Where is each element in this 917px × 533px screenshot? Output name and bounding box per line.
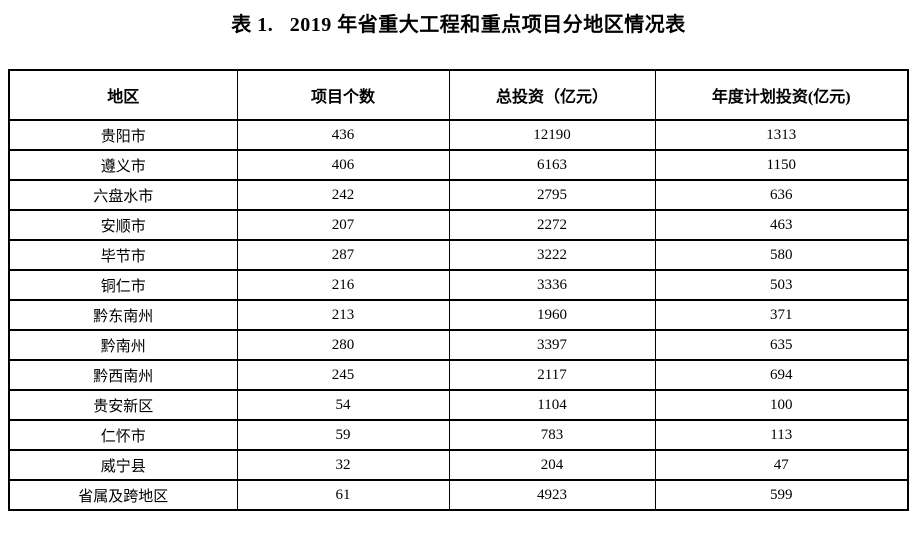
annual-investment-cell: 463: [654, 209, 909, 241]
table-row: 贵阳市 436 12190 1313: [8, 119, 909, 151]
region-cell: 黔东南州: [8, 299, 238, 331]
region-cell: 安顺市: [8, 209, 238, 241]
count-cell: 245: [236, 359, 450, 391]
table-row: 遵义市 406 6163 1150: [8, 149, 909, 181]
annual-investment-cell: 599: [654, 479, 909, 511]
table-row: 威宁县 32 204 47: [8, 449, 909, 481]
region-cell: 黔南州: [8, 329, 238, 361]
annual-investment-cell: 100: [654, 389, 909, 421]
header-region: 地区: [8, 69, 238, 121]
table-row: 贵安新区 54 1104 100: [8, 389, 909, 421]
count-cell: 287: [236, 239, 450, 271]
region-cell: 省属及跨地区: [8, 479, 238, 511]
header-annual-investment: 年度计划投资(亿元): [654, 69, 909, 121]
table-row: 铜仁市 216 3336 503: [8, 269, 909, 301]
annual-investment-cell: 371: [654, 299, 909, 331]
count-cell: 436: [236, 119, 450, 151]
table-row: 仁怀市 59 783 113: [8, 419, 909, 451]
region-cell: 贵安新区: [8, 389, 238, 421]
region-projects-table: 地区 项目个数 总投资（亿元） 年度计划投资(亿元) 贵阳市 436 12190…: [8, 69, 909, 511]
count-cell: 59: [236, 419, 450, 451]
region-cell: 威宁县: [8, 449, 238, 481]
count-cell: 280: [236, 329, 450, 361]
total-investment-cell: 1104: [448, 389, 656, 421]
region-cell: 贵阳市: [8, 119, 238, 151]
annual-investment-cell: 113: [654, 419, 909, 451]
total-investment-cell: 3397: [448, 329, 656, 361]
total-investment-cell: 3336: [448, 269, 656, 301]
region-cell: 遵义市: [8, 149, 238, 181]
table-row: 黔南州 280 3397 635: [8, 329, 909, 361]
count-cell: 207: [236, 209, 450, 241]
total-investment-cell: 6163: [448, 149, 656, 181]
count-cell: 54: [236, 389, 450, 421]
count-cell: 216: [236, 269, 450, 301]
annual-investment-cell: 1150: [654, 149, 909, 181]
region-cell: 六盘水市: [8, 179, 238, 211]
count-cell: 213: [236, 299, 450, 331]
annual-investment-cell: 635: [654, 329, 909, 361]
count-cell: 32: [236, 449, 450, 481]
table-row: 黔东南州 213 1960 371: [8, 299, 909, 331]
table-row: 黔西南州 245 2117 694: [8, 359, 909, 391]
count-cell: 61: [236, 479, 450, 511]
region-cell: 毕节市: [8, 239, 238, 271]
region-cell: 黔西南州: [8, 359, 238, 391]
total-investment-cell: 12190: [448, 119, 656, 151]
table-row: 省属及跨地区 61 4923 599: [8, 479, 909, 511]
page-title: 表 1. 2019 年省重大工程和重点项目分地区情况表: [231, 14, 686, 36]
annual-investment-cell: 580: [654, 239, 909, 271]
region-cell: 铜仁市: [8, 269, 238, 301]
header-total-investment: 总投资（亿元）: [448, 69, 656, 121]
table-row: 安顺市 207 2272 463: [8, 209, 909, 241]
count-cell: 242: [236, 179, 450, 211]
annual-investment-cell: 1313: [654, 119, 909, 151]
header-project-count: 项目个数: [236, 69, 450, 121]
annual-investment-cell: 503: [654, 269, 909, 301]
table-row: 六盘水市 242 2795 636: [8, 179, 909, 211]
annual-investment-cell: 694: [654, 359, 909, 391]
total-investment-cell: 4923: [448, 479, 656, 511]
table-row: 毕节市 287 3222 580: [8, 239, 909, 271]
total-investment-cell: 783: [448, 419, 656, 451]
table-header-row: 地区 项目个数 总投资（亿元） 年度计划投资(亿元): [8, 69, 909, 121]
annual-investment-cell: 47: [654, 449, 909, 481]
region-cell: 仁怀市: [8, 419, 238, 451]
total-investment-cell: 204: [448, 449, 656, 481]
annual-investment-cell: 636: [654, 179, 909, 211]
total-investment-cell: 2272: [448, 209, 656, 241]
total-investment-cell: 2795: [448, 179, 656, 211]
total-investment-cell: 1960: [448, 299, 656, 331]
total-investment-cell: 2117: [448, 359, 656, 391]
count-cell: 406: [236, 149, 450, 181]
total-investment-cell: 3222: [448, 239, 656, 271]
